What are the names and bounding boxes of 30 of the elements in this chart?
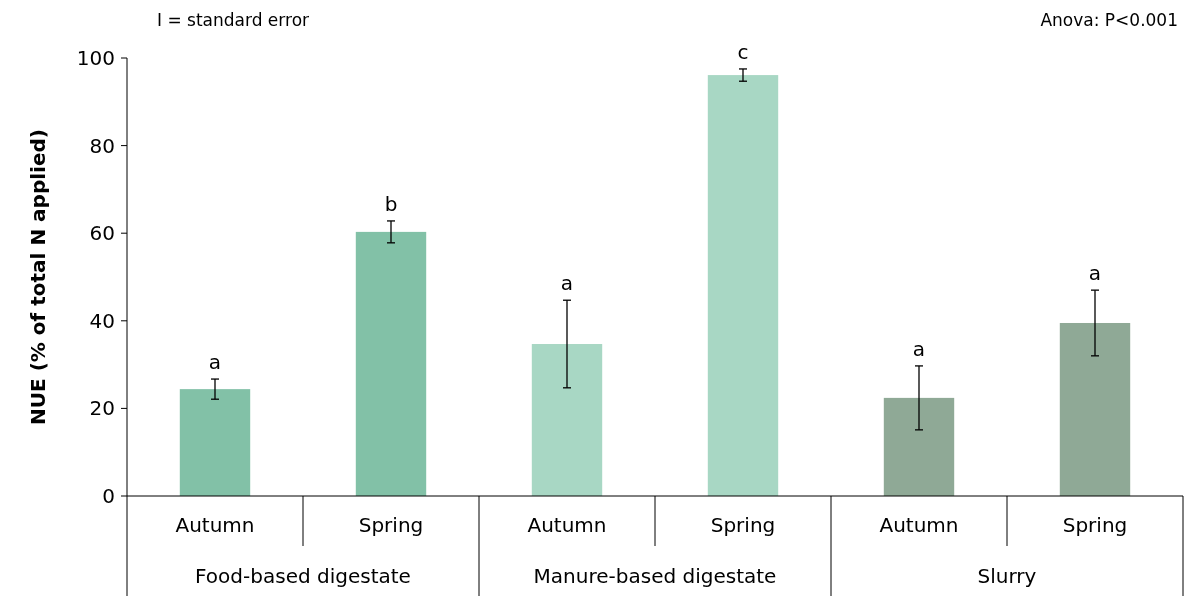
x-tick-label: Autumn (175, 513, 255, 537)
bar (1059, 322, 1131, 496)
data-label: a (1088, 261, 1102, 286)
data-label: a (208, 350, 222, 375)
data-label: a (560, 271, 574, 296)
text: I = standard error (157, 10, 310, 30)
text: Anova: P<0.001 (1040, 10, 1178, 30)
y-tick-label: 80 (89, 133, 115, 158)
y-tick-label: 40 (89, 308, 115, 333)
y-axis-title: NUE (% of total N applied) (26, 129, 50, 425)
bar (883, 397, 955, 496)
text: Food-based digestate (195, 564, 411, 588)
x-tick-label: Autumn (879, 513, 959, 537)
text: Manure-based digestate (533, 564, 777, 588)
x-tick-label: Spring (710, 513, 776, 537)
y-tick-label: 20 (89, 396, 115, 421)
bar (179, 389, 251, 496)
data-label: b (384, 191, 398, 216)
bar (531, 344, 603, 496)
text: Slurry (977, 564, 1037, 588)
bar (355, 231, 427, 496)
x-tick-label: Spring (358, 513, 424, 537)
y-tick-label: 100 (76, 46, 115, 70)
y-tick-label: 0 (102, 484, 115, 508)
y-tick-label: 60 (89, 221, 115, 246)
x-tick-label: Spring (1062, 513, 1128, 537)
x-tick-label: Autumn (527, 513, 607, 537)
data-label: c (737, 39, 749, 64)
data-label: a (912, 336, 926, 361)
bar (707, 75, 779, 496)
